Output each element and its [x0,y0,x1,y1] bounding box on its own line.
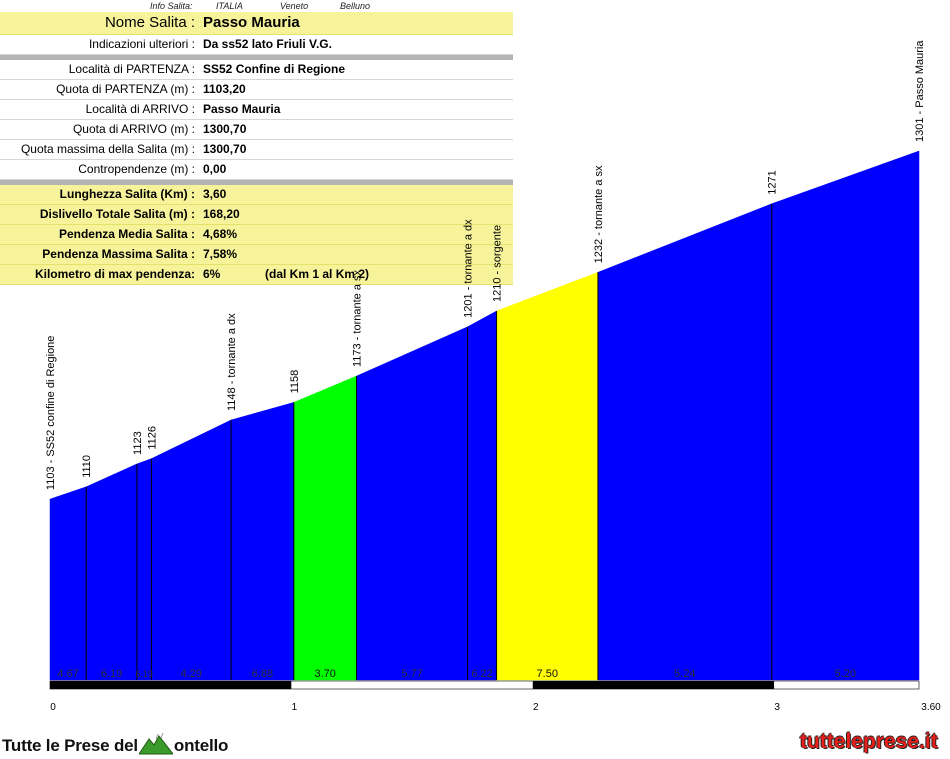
info-row: Pendenza Massima Salita : 7,58% [0,245,513,265]
grade-label: 5.24 [674,668,695,680]
separator [0,55,513,60]
x-tick-label: 3 [774,702,780,713]
info-header-region: Veneto [280,1,309,11]
separator [0,180,513,185]
info-row-label: Quota di PARTENZA (m) : [56,82,195,96]
info-row-value: 168,20 [203,207,240,221]
profile-segment [151,419,232,681]
info-row-label: Dislivello Totale Salita (m) : [39,207,195,221]
info-row-extra: (dal Km 1 al Km 2) [265,267,370,281]
grade-label: 6.19 [101,668,122,680]
waypoint-label: 1126 [146,426,158,450]
waypoint-label: 1158 [289,370,301,394]
info-row: Località di ARRIVO : Passo Mauria [0,100,513,120]
info-row-label: Località di ARRIVO : [85,102,195,116]
waypoint-label: 1103 - SS52 confine di Regione [45,336,57,491]
info-table-top: Nome Salita : Passo Mauria Indicazioni u… [0,12,513,285]
profile-segment [85,463,138,681]
info-row-value: 1300,70 [203,142,247,156]
grade-label: 6.22 [471,668,492,680]
waypoint-label: 1271 [767,170,779,194]
km-bar-section [774,681,919,689]
waypoint-label: 1110 [81,455,93,478]
profile-segment [597,203,773,681]
info-row-label: Quota massima della Salita (m) : [20,142,195,156]
info-row: Località di PARTENZA : SS52 Confine di Re… [0,60,513,80]
waypoint-label: 1210 - sorgente [492,225,504,302]
info-row-label: Pendenza Media Salita : [58,227,195,241]
info-row-value: 1300,70 [203,122,247,136]
grade-label: 7.50 [537,668,558,680]
profile-segment [49,486,87,681]
info-row-label: Quota di ARRIVO (m) : [72,122,195,136]
info-row: Quota di PARTENZA (m) : 1103,20 [0,80,513,100]
info-row: Lunghezza Salita (Km) : 3,60 [0,185,513,205]
waypoint-label: 1123 [132,431,144,455]
info-table-middle: Località di PARTENZA : SS52 Confine di Re… [0,60,513,180]
profile-segment [467,310,497,681]
info-table-summary: Lunghezza Salita (Km) : 3,60 Dislivello To… [0,185,513,285]
km-bar-section [291,681,533,689]
waypoint-label: 1301 - Passo Mauria [914,40,926,142]
info-row-label: Lunghezza Salita (Km) : [59,187,195,201]
info-row-value: 0,00 [203,162,227,176]
info-header-country: ITALIA [216,1,243,11]
info-header-label: Info Salita: [150,1,193,11]
climb-name-label: Nome Salita : [104,14,195,31]
grade-label: 4.29 [181,668,202,680]
profile-segment [771,150,920,681]
grade-label: 5.77 [401,668,422,680]
waypoint-label: 1173 - tornante a sx [352,270,364,368]
info-row-value: 6% [203,267,221,281]
waypoint-label: 1201 - tornante a dx [463,219,475,318]
extra-info-row: Indicazioni ulteriori : Da ss52 lato Fri… [0,35,513,55]
info-row: Quota di ARRIVO (m) : 1300,70 [0,120,513,140]
info-row-label: Kilometro di max pendenza: [34,267,195,281]
info-row-value: 4,68% [203,227,238,241]
info-row: Pendenza Media Salita : 4,68% [0,225,513,245]
x-tick-label: 3.60 [921,702,941,713]
info-row-value: 1103,20 [203,82,246,96]
info-row-label: Località di PARTENZA : [68,62,195,76]
profile-segment [356,326,468,681]
extra-info-label: Indicazioni ulteriori : [88,37,195,51]
info-row-label: Contropendenze (m) : [78,162,195,176]
grade-label: 4.67 [57,668,78,680]
grade-label: 3.70 [314,668,335,680]
extra-info-value: Da ss52 lato Friuli V.G. [203,37,332,51]
profile-segment [293,375,357,681]
waypoint-label: 1232 - tornante a sx [593,165,605,263]
grade-label: 6.19 [135,669,153,679]
info-row: Quota massima della Salita (m) : 1300,70 [0,140,513,160]
km-bar-section [50,681,292,689]
site-logo: Tutte le Prese del ontello [2,733,228,756]
info-row-value: 3,60 [203,187,227,201]
info-row: Dislivello Totale Salita (m) : 168,20 [0,205,513,225]
profile-segment [496,271,599,681]
logo-text-b: ontello [173,736,229,755]
x-tick-label: 2 [533,702,539,713]
profile-segment [136,458,152,681]
info-header-province: Belluno [340,1,371,11]
km-bar-outline [49,680,920,690]
profile-segment [230,402,295,681]
info-row: Contropendenze (m) : 0,00 [0,160,513,180]
climb-name-value: Passo Mauria [203,14,300,31]
mountain-icon [138,733,173,755]
info-row-label: Pendenza Massima Salita : [42,247,195,261]
logo-text-a: Tutte le Prese del [2,736,138,755]
info-row-value: 7,58% [203,247,238,261]
grade-label: 5.20 [835,668,856,680]
climb-name-row: Nome Salita : Passo Mauria [0,12,513,35]
x-tick-label: 0 [50,702,56,713]
website-logo: tutteleprese.it [800,730,938,753]
km-bar-section [532,681,775,689]
waypoint-label: 1148 - tornante a dx [226,313,238,411]
info-row: Kilometro di max pendenza: 6% (dal Km 1 al… [0,265,513,285]
grade-label: 6.88 [252,668,273,680]
info-row-value: SS52 Confine di Regione [203,62,346,76]
x-tick-label: 1 [292,702,298,713]
info-row-value: Passo Mauria [203,102,281,116]
